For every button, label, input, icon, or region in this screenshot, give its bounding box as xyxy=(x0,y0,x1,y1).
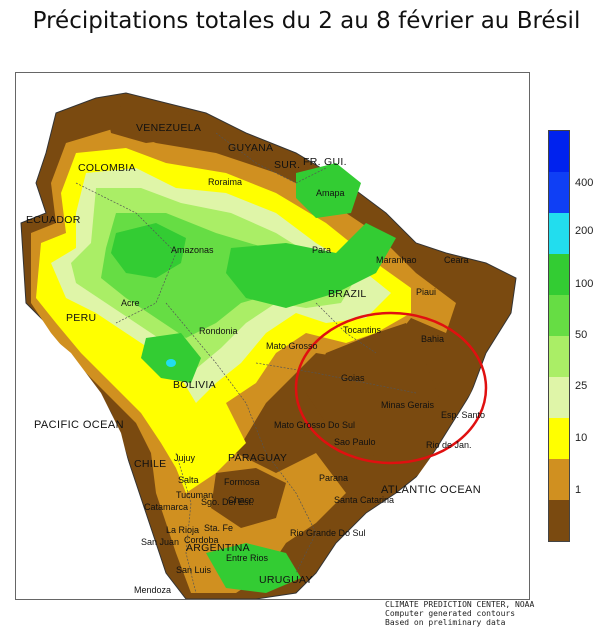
label-bahia: Bahia xyxy=(421,334,444,344)
credit-line-1: CLIMATE PREDICTION CENTER, NOAA xyxy=(385,600,535,609)
legend-tick-400: 400 xyxy=(575,177,594,189)
label-paraguay: PARAGUAY xyxy=(228,452,287,464)
credit-line-2: Computer generated contours xyxy=(385,609,516,618)
pacific-water xyxy=(16,313,166,599)
legend-tick-25: 25 xyxy=(575,380,588,392)
precipitation-map: VENEZUELA COLOMBIA GUYANA SUR. FR. GUI. … xyxy=(15,72,530,600)
label-cordoba: Cordoba xyxy=(184,535,219,545)
label-french-guiana: FR. GUI. xyxy=(303,156,347,168)
label-entre-rios: Entre Rios xyxy=(226,553,269,563)
label-rio-de-janeiro: Rio de Jan. xyxy=(426,440,472,450)
label-formosa: Formosa xyxy=(224,477,260,487)
label-rio-grande-do-sul: Rio Grande Do Sul xyxy=(290,528,366,538)
dry-core-southeast xyxy=(306,323,441,458)
highlight-circle xyxy=(294,311,488,465)
credit-line-3: Based on preliminary data xyxy=(385,618,506,627)
band-400-amazonas xyxy=(111,223,186,278)
label-suriname: SUR. xyxy=(274,159,300,171)
label-espirito-santo: Esp. Santo xyxy=(441,410,485,420)
label-santa-fe: Sta. Fe xyxy=(204,523,233,533)
label-uruguay: URUGUAY xyxy=(259,574,313,586)
legend-swatch-7 xyxy=(549,377,569,418)
label-para: Para xyxy=(312,245,331,255)
label-ceara: Ceara xyxy=(444,255,469,265)
label-argentina: ARGENTINA xyxy=(186,542,250,554)
border-lines xyxy=(75,132,417,594)
legend-swatch-9 xyxy=(549,459,569,500)
label-tucuman: Tucuman xyxy=(176,490,213,500)
atlantic-water xyxy=(316,293,529,599)
label-pacific-ocean: PACIFIC OCEAN xyxy=(34,419,124,431)
label-piaui: Piaui xyxy=(416,287,436,297)
label-ecuador: ECUADOR xyxy=(26,214,81,226)
label-brazil: BRAZIL xyxy=(328,288,367,300)
band-400-para xyxy=(226,223,396,308)
band-max-cyan xyxy=(166,359,176,367)
label-minas-gerais: Minas Gerais xyxy=(381,400,435,410)
map-credits: CLIMATE PREDICTION CENTER, NOAA Computer… xyxy=(385,600,534,627)
label-bolivia: BOLIVIA xyxy=(173,379,216,391)
label-rondonia: Rondonia xyxy=(199,326,238,336)
precip-legend xyxy=(548,130,570,542)
dry-core-paraguay xyxy=(211,468,286,528)
legend-swatch-5 xyxy=(549,295,569,336)
label-acre: Acre xyxy=(121,298,140,308)
label-colombia: COLOMBIA xyxy=(78,162,136,174)
label-parana: Parana xyxy=(319,473,348,483)
band-400-bolivia xyxy=(141,333,201,383)
label-la-rioja: La Rioja xyxy=(166,525,199,535)
legend-swatch-1 xyxy=(549,131,569,172)
label-santa-catarina: Santa Catarina xyxy=(334,495,394,505)
label-amapa: Amapa xyxy=(316,188,345,198)
label-atlantic-ocean: ATLANTIC OCEAN xyxy=(381,484,481,496)
label-amazonas: Amazonas xyxy=(171,245,214,255)
label-maranhao: Maranhao xyxy=(376,255,417,265)
label-mendoza: Mendoza xyxy=(134,585,171,595)
legend-tick-1: 1 xyxy=(575,484,582,496)
label-salta: Salta xyxy=(178,475,199,485)
map-title: Précipitations totales du 2 au 8 février… xyxy=(32,8,581,34)
label-mato-grosso: Mato Grosso xyxy=(266,341,318,351)
legend-tick-10: 10 xyxy=(575,432,588,444)
label-venezuela: VENEZUELA xyxy=(136,122,201,134)
map-svg: VENEZUELA COLOMBIA GUYANA SUR. FR. GUI. … xyxy=(16,73,529,599)
label-mato-grosso-do-sul: Mato Grosso Do Sul xyxy=(274,420,355,430)
legend-tick-50: 50 xyxy=(575,329,588,341)
caribbean-water xyxy=(16,73,529,248)
label-chile: CHILE xyxy=(134,458,166,470)
label-catamarca: Catamarca xyxy=(144,502,188,512)
legend-tick-200: 200 xyxy=(575,225,594,237)
band-400-uruguay xyxy=(206,543,301,593)
label-peru: PERU xyxy=(66,312,96,324)
label-jujuy: Jujuy xyxy=(174,453,196,463)
label-sao-paulo: Sao Paulo xyxy=(334,437,376,447)
dry-core-venezuela xyxy=(106,103,196,143)
legend-swatch-8 xyxy=(549,418,569,459)
label-goias: Goias xyxy=(341,373,365,383)
label-roraima: Roraima xyxy=(208,177,242,187)
label-chaco: Chaco xyxy=(228,495,254,505)
band-400-north xyxy=(296,163,361,218)
label-tocantins: Tocantins xyxy=(343,325,382,335)
legend-swatch-6 xyxy=(549,336,569,377)
label-santiago-del-estero: Sgo. Del Est. xyxy=(201,497,254,507)
legend-swatch-10 xyxy=(549,500,569,541)
legend-swatch-2 xyxy=(549,172,569,213)
label-san-juan: San Juan xyxy=(141,537,179,547)
legend-swatch-4 xyxy=(549,254,569,295)
label-guyana: GUYANA xyxy=(228,142,273,154)
legend-swatch-3 xyxy=(549,213,569,254)
legend-tick-100: 100 xyxy=(575,278,594,290)
label-san-luis: San Luis xyxy=(176,565,212,575)
